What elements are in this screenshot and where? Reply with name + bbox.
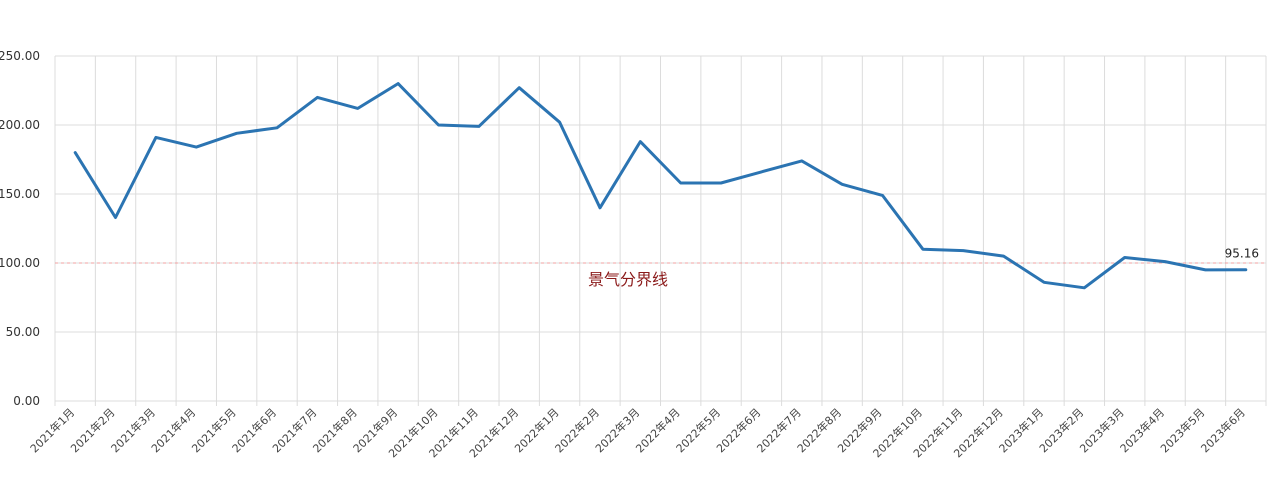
x-tick-label: 2023年6月 bbox=[1198, 405, 1248, 455]
y-tick-label: 100.00 bbox=[0, 256, 40, 270]
reference-line-label: 景气分界线 bbox=[588, 270, 668, 289]
y-tick-label: 150.00 bbox=[0, 187, 40, 201]
y-axis-ticks: 0.00 50.00 100.00 150.00 200.00 250.00 bbox=[0, 49, 40, 408]
grid bbox=[54, 55, 1267, 406]
y-tick-label: 50.00 bbox=[6, 325, 40, 339]
series-line bbox=[73, 82, 1248, 290]
y-tick-label: 0.00 bbox=[13, 394, 40, 408]
y-tick-label: 200.00 bbox=[0, 118, 40, 132]
last-point-label: 95.16 bbox=[1225, 247, 1259, 261]
x-axis-ticks: 2021年1月2021年2月2021年3月2021年4月2021年5月2021年… bbox=[27, 405, 1248, 460]
y-tick-label: 250.00 bbox=[0, 49, 40, 63]
